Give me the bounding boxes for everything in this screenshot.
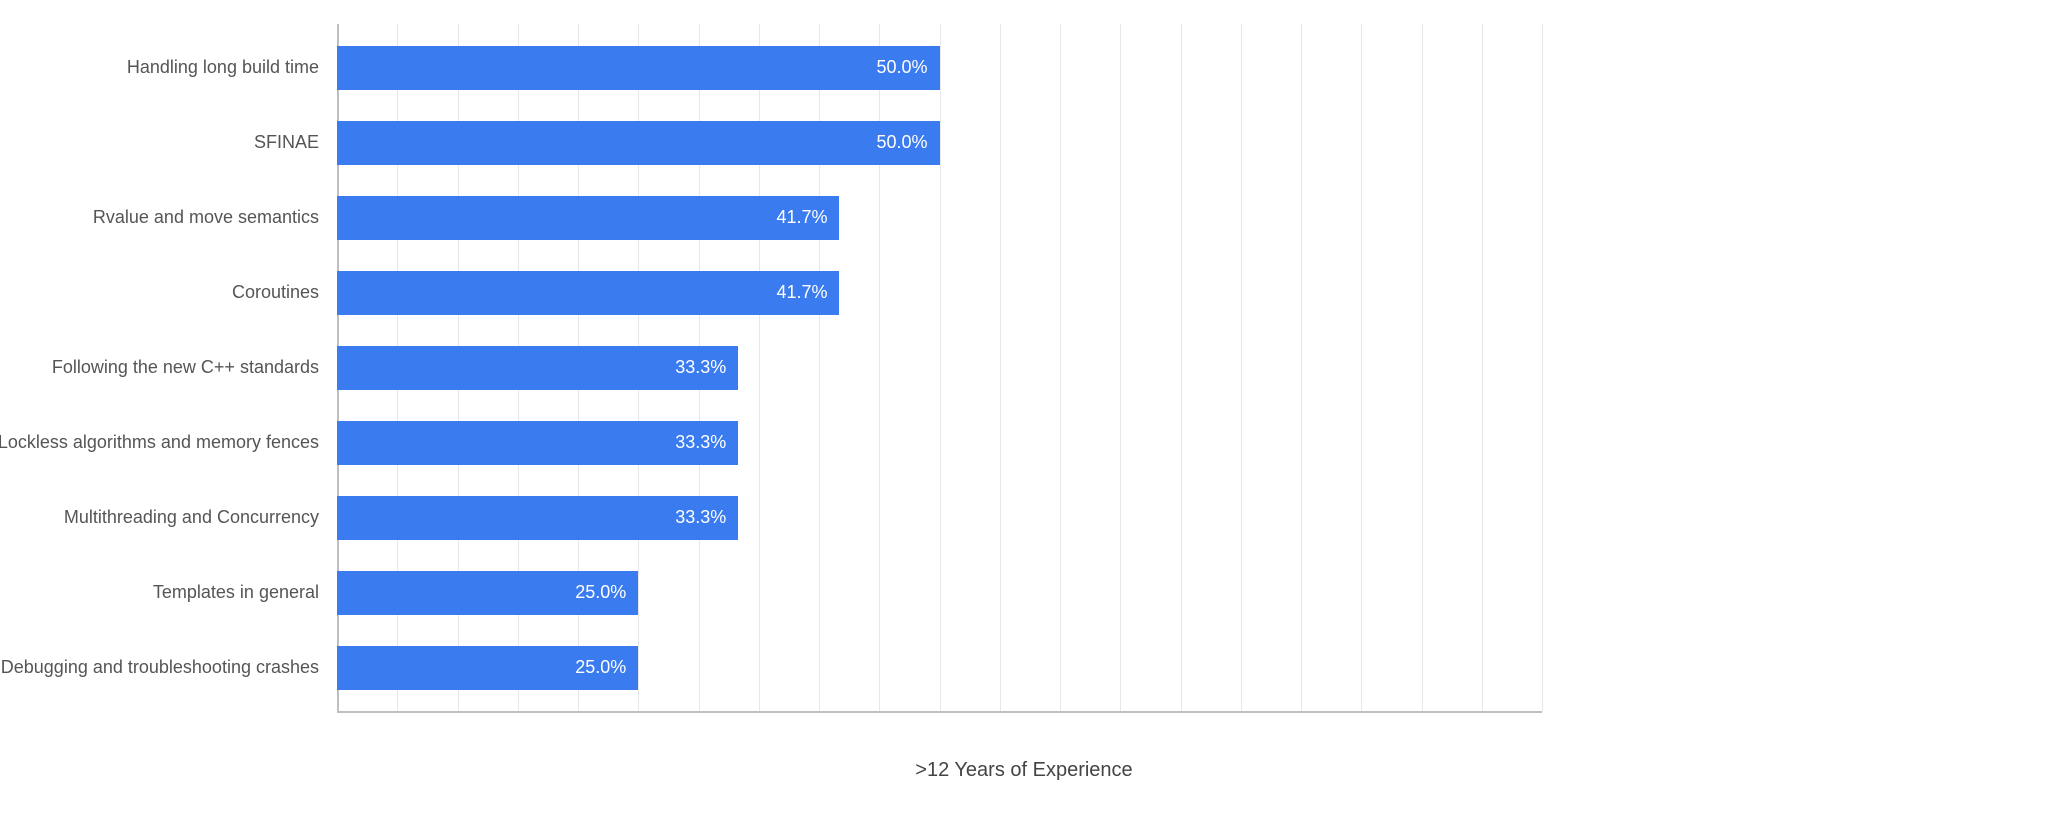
gridline bbox=[1120, 24, 1121, 711]
gridline bbox=[1060, 24, 1061, 711]
bar: 41.7% bbox=[337, 271, 839, 315]
gridline bbox=[1422, 24, 1423, 711]
bar: 50.0% bbox=[337, 46, 940, 90]
bar: 33.3% bbox=[337, 346, 738, 390]
bar-value-label: 25.0% bbox=[575, 657, 638, 678]
bar-value-label: 50.0% bbox=[876, 132, 939, 153]
x-axis-line bbox=[337, 711, 1542, 713]
category-label: Handling long build time bbox=[127, 57, 319, 78]
gridline bbox=[1482, 24, 1483, 711]
gridline bbox=[1241, 24, 1242, 711]
gridline bbox=[1542, 24, 1543, 711]
bar-value-label: 50.0% bbox=[876, 57, 939, 78]
bar: 33.3% bbox=[337, 421, 738, 465]
bar: 33.3% bbox=[337, 496, 738, 540]
bar-value-label: 33.3% bbox=[675, 357, 738, 378]
category-label: Multithreading and Concurrency bbox=[64, 507, 319, 528]
bar: 25.0% bbox=[337, 571, 638, 615]
bar-value-label: 41.7% bbox=[776, 207, 839, 228]
gridline bbox=[940, 24, 941, 711]
category-label: Lockless algorithms and memory fences bbox=[0, 432, 319, 453]
x-axis-title: >12 Years of Experience bbox=[0, 759, 2048, 782]
gridline bbox=[1181, 24, 1182, 711]
bar-value-label: 41.7% bbox=[776, 282, 839, 303]
bar-value-label: 25.0% bbox=[575, 582, 638, 603]
bar-value-label: 33.3% bbox=[675, 432, 738, 453]
category-label: Coroutines bbox=[232, 282, 319, 303]
bar: 25.0% bbox=[337, 646, 638, 690]
category-label: SFINAE bbox=[254, 132, 319, 153]
category-label: Debugging and troubleshooting crashes bbox=[1, 657, 319, 678]
bar: 50.0% bbox=[337, 121, 940, 165]
gridline bbox=[1000, 24, 1001, 711]
bar: 41.7% bbox=[337, 196, 839, 240]
category-label: Following the new C++ standards bbox=[52, 357, 319, 378]
gridline bbox=[1301, 24, 1302, 711]
category-label: Rvalue and move semantics bbox=[93, 207, 319, 228]
bar-value-label: 33.3% bbox=[675, 507, 738, 528]
gridline bbox=[1361, 24, 1362, 711]
chart-container: 50.0% 50.0% 41.7% 41.7% 33.3% 33.3% 33.3% 25.0%… bbox=[0, 0, 2048, 815]
plot-area: 50.0% 50.0% 41.7% 41.7% 33.3% 33.3% 33.3% 25.0%… bbox=[337, 24, 1542, 711]
category-label: Templates in general bbox=[153, 582, 319, 603]
